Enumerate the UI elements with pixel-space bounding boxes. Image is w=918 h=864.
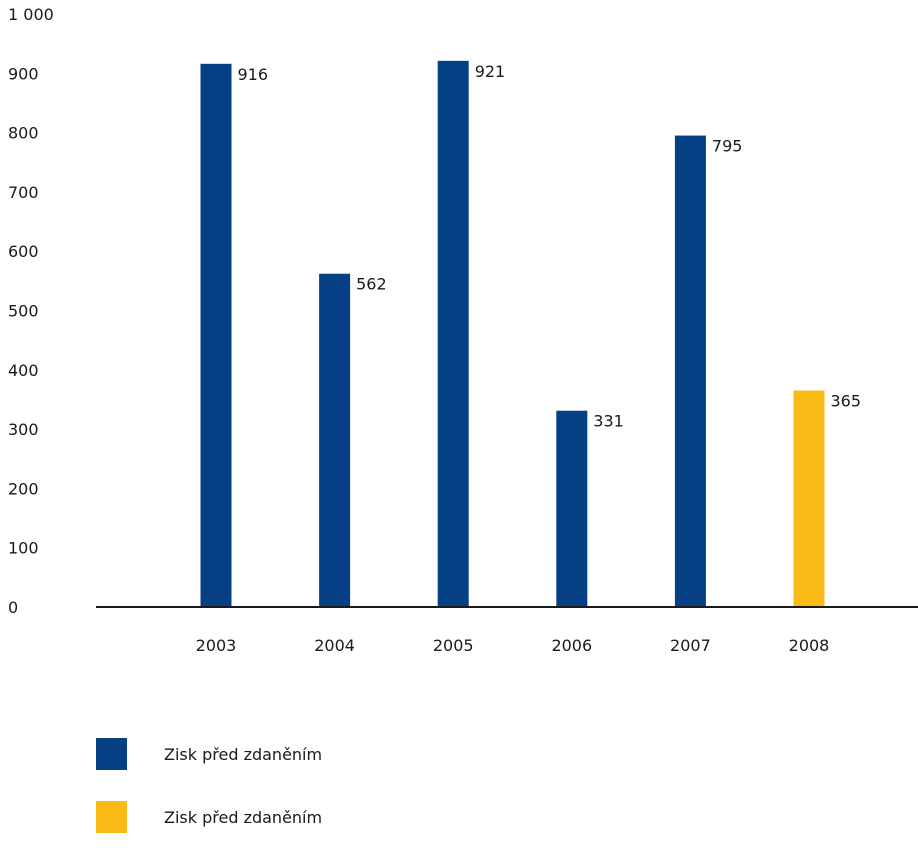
data-label-2007: 795 [712,137,743,156]
y-tick-label: 500 [8,302,39,321]
legend-label: Zisk před zdaněním [164,745,323,764]
y-axis-ticks: 0 100 200 300 400 500 600 700 800 900 1 000 [8,5,54,617]
data-label-2004: 562 [356,275,387,294]
y-tick-label: 1 000 [8,5,54,24]
data-label-2003: 916 [238,65,269,84]
x-axis-labels: 2003 2004 2005 2006 2007 2008 [196,636,830,655]
data-label-2005: 921 [475,62,506,81]
bar-2007 [674,135,706,607]
x-tick-label: 2004 [314,636,355,655]
legend-swatch-yellow [96,801,127,833]
x-tick-label: 2003 [196,636,237,655]
bar-2003 [200,63,232,607]
legend-label: Zisk před zdaněním [164,808,323,827]
data-label-2006: 331 [593,412,624,431]
y-tick-label: 200 [8,479,39,498]
x-tick-label: 2006 [551,636,592,655]
data-labels: 916 562 921 331 795 365 [238,62,862,431]
bars [200,60,825,608]
bar-2005 [437,60,469,608]
y-tick-label: 900 [8,64,39,83]
data-label-2008: 365 [831,392,862,411]
bar-2008 [793,390,825,607]
x-tick-label: 2008 [789,636,830,655]
y-tick-label: 400 [8,361,39,380]
y-tick-label: 300 [8,420,39,439]
bar-2006 [556,410,588,607]
y-tick-label: 700 [8,183,39,202]
x-tick-label: 2007 [670,636,711,655]
legend-swatch-blue [96,738,127,770]
y-tick-label: 600 [8,242,39,261]
y-tick-label: 800 [8,124,39,143]
bar-2004 [319,273,351,607]
bar-chart: 0 100 200 300 400 500 600 700 800 900 1 000 916 562… [8,5,918,655]
y-tick-label: 0 [8,598,18,617]
y-tick-label: 100 [8,539,39,558]
x-tick-label: 2005 [433,636,474,655]
